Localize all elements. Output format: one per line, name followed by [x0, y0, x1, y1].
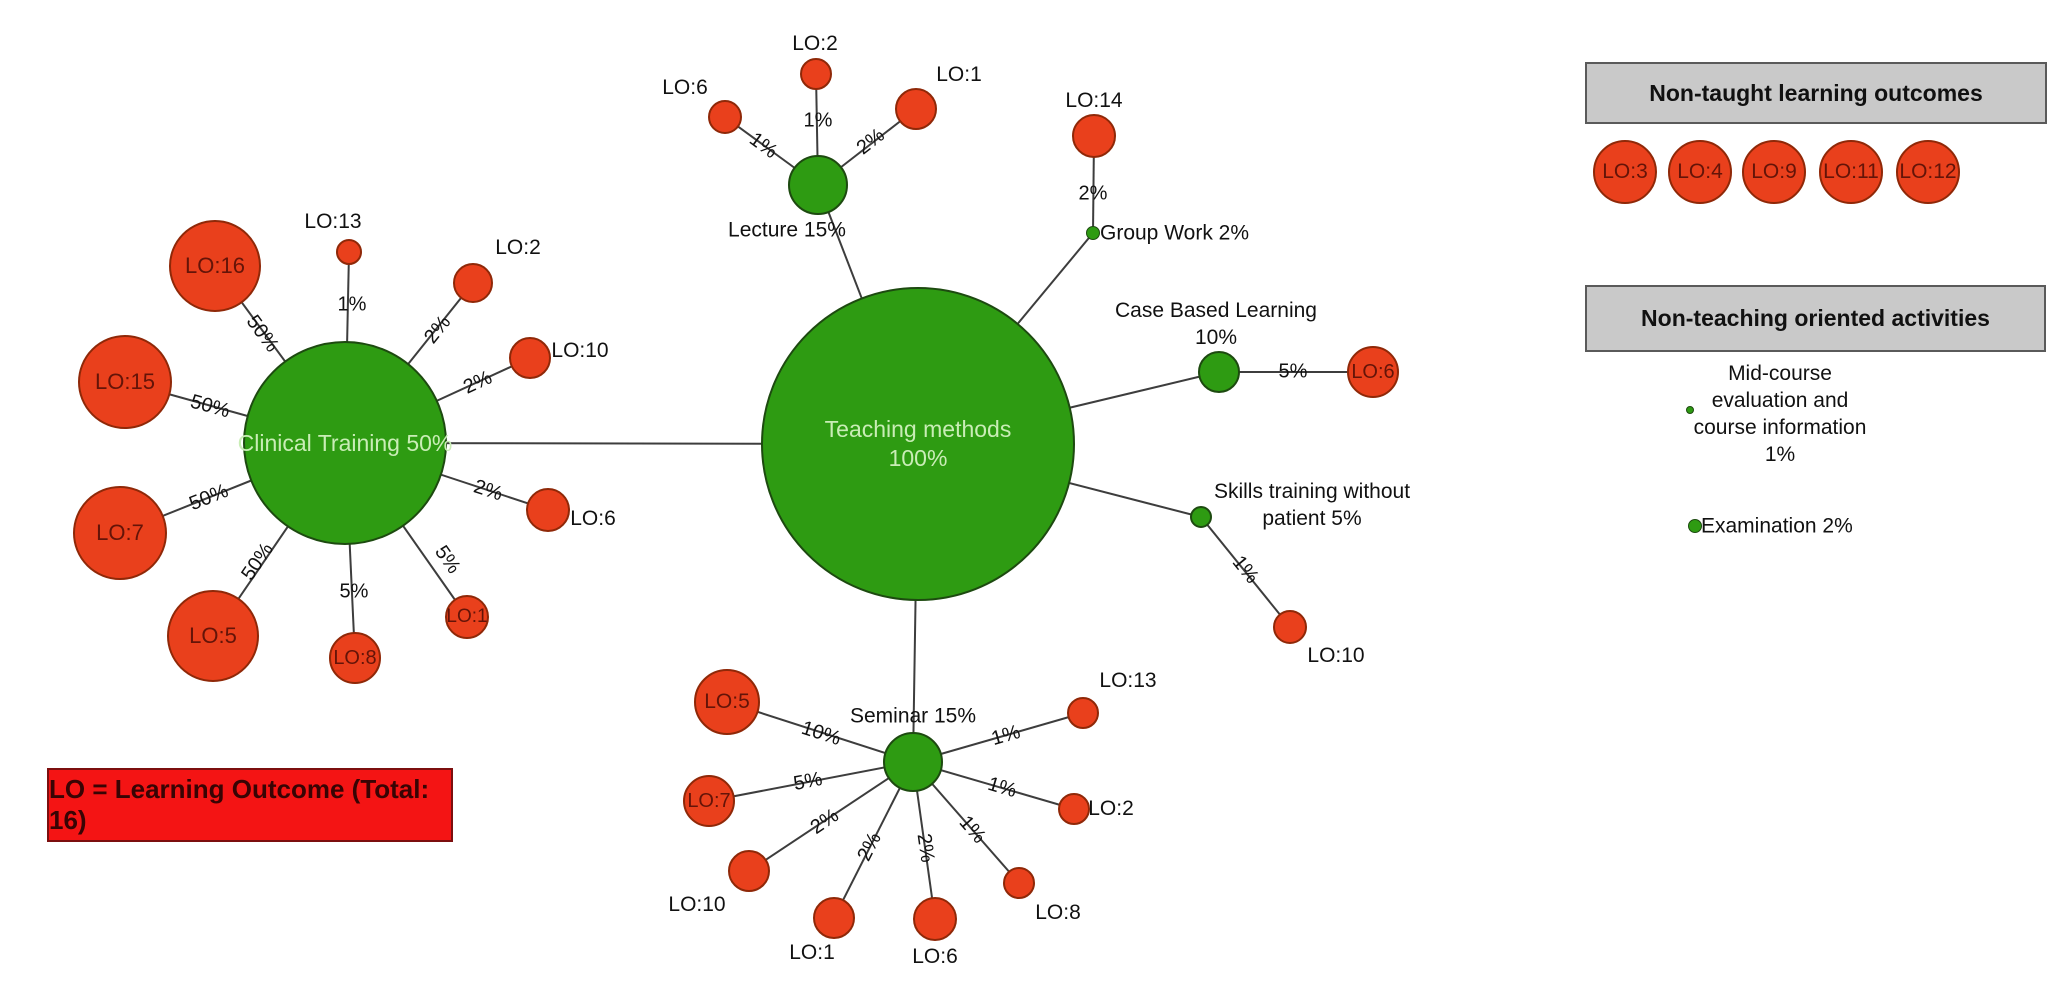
node-seminar-lo7-text: LO:7 — [687, 789, 731, 812]
node-teaching-text: Teaching methods 100% — [824, 416, 1012, 471]
node-nt-lo3: LO:3 — [1593, 140, 1657, 204]
node-lecture-lo1 — [895, 88, 937, 130]
node-lecture-lo6 — [708, 100, 742, 134]
node-groupwork-lo14 — [1072, 114, 1116, 158]
node-clinical-lo10 — [509, 337, 551, 379]
edge-seminar-seminar-lo7 — [708, 761, 914, 802]
node-nt-lo4-text: LO:4 — [1677, 160, 1723, 183]
legend-box: LO = Learning Outcome (Total: 16) — [47, 768, 453, 842]
node-seminar-lo7: LO:7 — [683, 775, 735, 827]
node-dot-midcourse — [1686, 406, 1694, 414]
node-clinical-lo16: LO:16 — [169, 220, 261, 312]
node-clinical-lo13 — [336, 239, 362, 265]
node-clinical-lo8: LO:8 — [329, 632, 381, 684]
node-clinical-lo6 — [526, 488, 570, 532]
node-clinical-lo15-text: LO:15 — [95, 369, 155, 394]
edge-label-clinical-clinical-lo13: 1% — [337, 293, 367, 316]
node-clinical-lo10-label: LO:10 — [551, 339, 609, 362]
node-cbl-lo6: LO:6 — [1347, 346, 1399, 398]
node-seminar-lo13 — [1067, 697, 1099, 729]
edge-label-lecture-lecture-lo2: 1% — [803, 109, 833, 132]
node-nt-lo12-text: LO:12 — [1899, 160, 1957, 183]
node-cbl — [1198, 351, 1240, 393]
node-lecture-lo6-label: LO:6 — [662, 76, 708, 99]
node-nt-lo9: LO:9 — [1742, 140, 1806, 204]
node-nt-lo11: LO:11 — [1819, 140, 1883, 204]
node-seminar-lo6-label: LO:6 — [912, 945, 958, 968]
node-seminar-lo1 — [813, 897, 855, 939]
edge-label-seminar-seminar-lo6: 2% — [912, 832, 939, 864]
node-nt-lo3-text: LO:3 — [1602, 160, 1648, 183]
node-nt-lo11-text: LO:11 — [1823, 160, 1879, 183]
node-clinical-lo1: LO:1 — [445, 595, 489, 639]
seminar-label: Seminar 15% — [849, 704, 977, 728]
node-seminar-lo5-text: LO:5 — [704, 690, 750, 713]
non-teaching-activities-header: Non-teaching oriented activities — [1585, 285, 2046, 352]
node-seminar-lo8 — [1003, 867, 1035, 899]
node-groupwork — [1086, 226, 1100, 240]
node-clinical-lo5: LO:5 — [167, 590, 259, 682]
node-nt-lo12: LO:12 — [1896, 140, 1960, 204]
edge-seminar-seminar-lo10 — [748, 761, 914, 872]
node-clinical-text: Clinical Training 50% — [237, 429, 453, 456]
node-lecture-lo2 — [800, 58, 832, 90]
node-clinical-lo16-text: LO:16 — [185, 253, 245, 278]
node-nt-lo4: LO:4 — [1668, 140, 1732, 204]
node-seminar-lo1-label: LO:1 — [789, 941, 835, 964]
node-clinical-lo5-text: LO:5 — [189, 623, 237, 648]
node-seminar-lo10 — [728, 850, 770, 892]
node-skills-lo10 — [1273, 610, 1307, 644]
node-clinical-lo2-label: LO:2 — [495, 236, 541, 259]
node-dot-exam — [1688, 519, 1702, 533]
node-clinical-lo1-text: LO:1 — [446, 606, 488, 627]
edge-skills-skills-lo10 — [1200, 516, 1291, 628]
node-clinical: Clinical Training 50% — [238, 341, 452, 545]
examination-label: Examination 2% — [1701, 514, 1853, 538]
midcourse-label: Mid-course evaluation and course informati… — [1693, 362, 1867, 466]
node-groupwork-lo14-label: LO:14 — [1065, 89, 1123, 112]
lecture-label: Lecture 15% — [728, 218, 846, 242]
node-skills-lo10-label: LO:10 — [1307, 644, 1365, 667]
edge-label-groupwork-groupwork-lo14: 2% — [1078, 182, 1108, 205]
node-seminar-lo2 — [1058, 793, 1090, 825]
groupwork-label: Group Work 2% — [1100, 221, 1249, 245]
node-seminar-lo6 — [913, 897, 957, 941]
node-clinical-lo6-label: LO:6 — [570, 507, 616, 530]
node-clinical-lo7-text: LO:7 — [96, 520, 144, 545]
node-cbl-lo6-text: LO:6 — [1351, 360, 1395, 383]
node-seminar-lo13-label: LO:13 — [1099, 669, 1157, 692]
edge-label-clinical-clinical-lo8: 5% — [339, 580, 369, 603]
non-taught-outcomes-header: Non-taught learning outcomes — [1585, 62, 2047, 124]
node-clinical-lo15: LO:15 — [78, 335, 172, 429]
node-nt-lo9-text: LO:9 — [1751, 160, 1797, 183]
node-clinical-lo2 — [453, 263, 493, 303]
node-lecture-lo2-label: LO:2 — [792, 32, 838, 55]
skills-label: Skills training without patient 5% — [1213, 480, 1411, 530]
node-clinical-lo7: LO:7 — [73, 486, 167, 580]
cbl-label: Case Based Learning 10% — [1115, 299, 1317, 349]
node-clinical-lo13-label: LO:13 — [304, 210, 362, 233]
node-lecture-lo1-label: LO:1 — [936, 63, 982, 86]
node-lecture — [788, 155, 848, 215]
node-seminar — [883, 732, 943, 792]
node-teaching: Teaching methods 100% — [761, 287, 1075, 601]
node-seminar-lo5: LO:5 — [694, 669, 760, 735]
node-seminar-lo2-label: LO:2 — [1088, 797, 1134, 820]
node-seminar-lo10-label: LO:10 — [668, 893, 726, 916]
node-clinical-lo8-text: LO:8 — [333, 646, 377, 669]
edge-label-cbl-cbl-lo6: 5% — [1278, 360, 1308, 383]
node-seminar-lo8-label: LO:8 — [1035, 901, 1081, 924]
node-skills — [1190, 506, 1212, 528]
